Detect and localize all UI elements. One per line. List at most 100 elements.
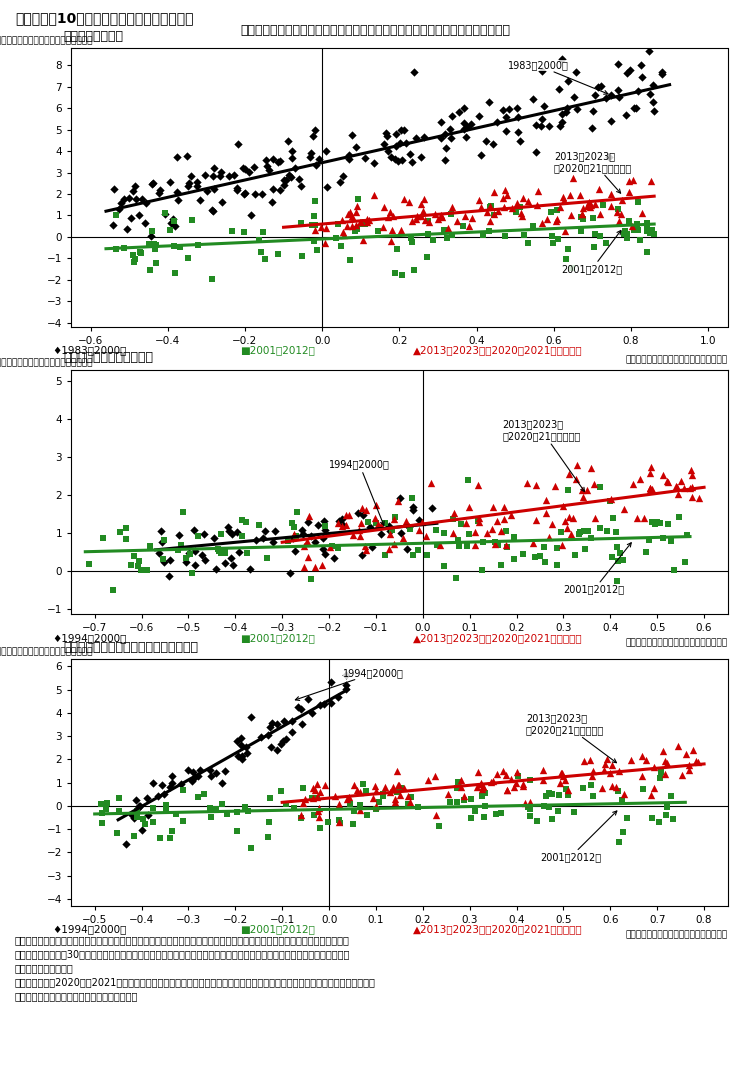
Point [220,544,232,561]
Point [644,225,656,242]
Point [373,793,385,810]
Point [304,148,316,165]
Point [495,804,507,821]
Point [455,778,467,795]
Point [586,120,598,137]
Point [439,151,451,168]
Point [209,180,220,197]
Point [472,512,484,530]
Point [393,777,405,794]
Point [613,212,625,229]
Point [223,167,235,184]
Point [209,159,220,176]
Point [564,187,576,204]
Point [333,813,345,830]
Point [570,471,582,488]
Point [296,522,307,539]
Point [187,763,199,780]
Point [336,510,348,527]
Point [158,786,170,803]
Point [272,153,284,170]
Point [120,531,132,548]
Point [301,533,313,550]
Point [280,731,292,748]
Point [262,828,274,845]
Point [356,546,368,563]
Point [176,503,188,520]
Point [156,533,168,550]
Point [657,743,669,760]
Point [444,121,456,138]
Point [238,185,250,203]
Point [554,787,566,804]
Point [458,787,470,804]
Point [656,63,668,80]
Point [508,551,520,568]
Point [135,562,147,579]
Point [286,713,298,730]
Point [308,806,320,823]
Point [286,515,298,532]
Point [440,139,452,157]
Point [286,528,298,546]
Point [644,479,656,496]
Point [692,490,704,507]
Point [166,768,178,785]
Point [360,541,372,559]
Text: （１）就業形態計: （１）就業形態計 [64,30,124,43]
Point [340,681,352,698]
Point [454,537,466,554]
Point [605,111,617,129]
Point [405,229,417,247]
Point [174,238,186,255]
Point [480,133,492,150]
Point [476,198,488,215]
Point [370,515,382,532]
Point [560,780,572,798]
Point [397,530,409,547]
Point [289,160,301,177]
Point [518,190,530,207]
Point [215,194,227,211]
Point [649,779,661,796]
Point [435,207,447,224]
Point [316,556,328,574]
Point [370,800,382,817]
Point [241,545,253,562]
Point [586,768,598,785]
Point [274,182,286,199]
Point [113,803,125,820]
Point [628,219,640,236]
Point [311,775,323,792]
Point [422,772,434,789]
Point [454,516,466,533]
Point [479,798,491,815]
Point [394,135,406,152]
Point [113,200,125,218]
Point [134,798,146,815]
Point [340,218,352,235]
Point [503,101,515,118]
Point [307,789,319,806]
Point [576,482,588,500]
Point [517,777,529,794]
Point [176,537,188,554]
Point [556,768,568,785]
Point [458,115,470,132]
Point [206,167,218,184]
Point [404,793,416,810]
Point [585,196,597,213]
Point [295,178,307,195]
Point [643,42,655,59]
Point [632,509,644,526]
Point [266,715,278,732]
Point [353,802,365,819]
Point [550,211,562,228]
Point [448,505,460,522]
Text: ■2001〜2012年: ■2001〜2012年 [240,345,315,356]
Point [469,524,481,541]
Point [472,477,484,494]
Point [430,522,442,539]
Point [302,549,313,566]
Point [530,144,542,161]
